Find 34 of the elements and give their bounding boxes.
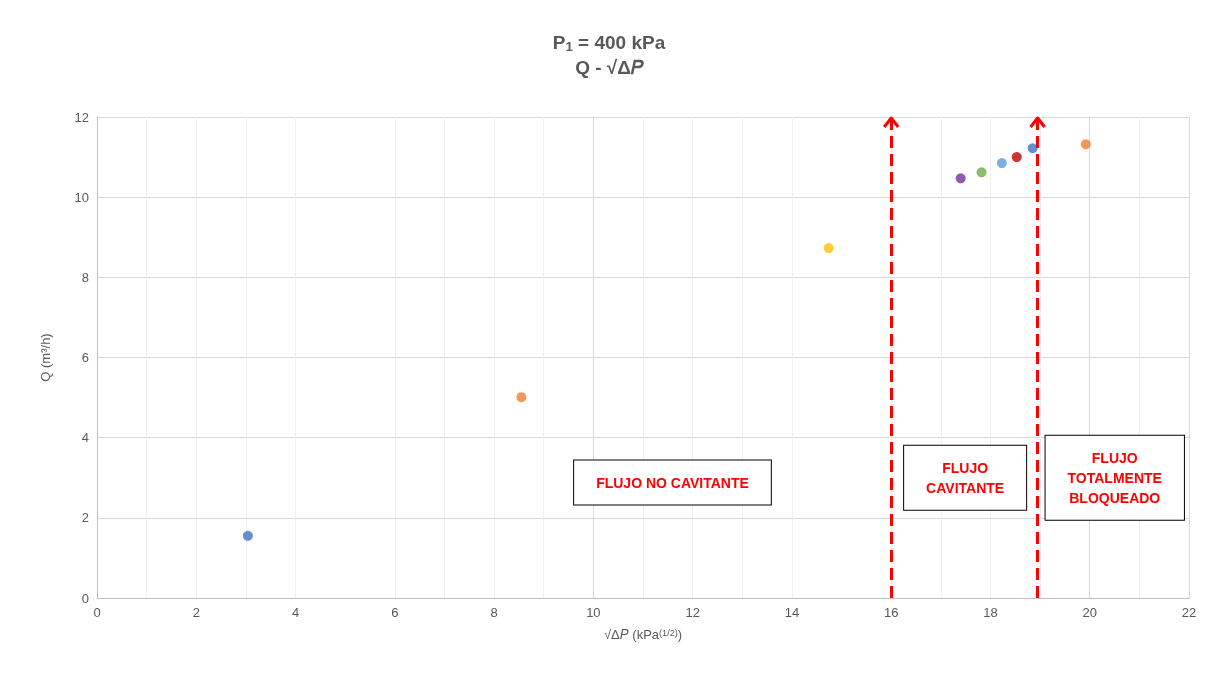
x-tick-label: 2 [192, 605, 200, 620]
y-tick-label: 2 [81, 510, 89, 526]
annotation: FLUJO CAVITANTE [926, 459, 1005, 496]
x-tick-label: 18 [983, 605, 998, 620]
y-tick-label: 10 [74, 189, 89, 205]
x-tick-label: 22 [1181, 605, 1197, 620]
annotation: FLUJO NO CAVITANTE [596, 474, 749, 491]
chart-subtitle: Q - √Δ𝑃 [575, 57, 644, 79]
annotation: FLUJO TOTALMENTE BLOQUEADO [1067, 449, 1162, 506]
x-tick-label: 4 [291, 605, 300, 620]
y-tick-label: 4 [81, 430, 89, 446]
y-tick-label: 0 [81, 590, 89, 606]
y-tick-label: 6 [81, 350, 89, 365]
y-tick-label: 8 [81, 269, 89, 285]
point [955, 173, 966, 184]
x-tick-label: 10 [586, 605, 601, 620]
point [242, 530, 253, 541]
x-tick-label: 8 [490, 605, 498, 620]
point [823, 243, 834, 254]
x-tick-label: 0 [93, 605, 101, 620]
point [1011, 152, 1022, 163]
point [996, 158, 1007, 169]
chart-title: P1 = 400 kPa [552, 32, 666, 54]
point [976, 167, 987, 178]
point [1080, 139, 1091, 150]
x-tick-label: 6 [391, 605, 399, 620]
x-tick-label: 12 [685, 605, 700, 620]
x-tick-label: 16 [883, 605, 899, 620]
point [516, 392, 527, 403]
y-axis-title: Q (m³/h) [38, 333, 53, 382]
point [1027, 143, 1038, 154]
y-tick-label: 12 [74, 109, 89, 125]
x-tick-label: 20 [1082, 605, 1097, 620]
x-tick-label: 14 [784, 605, 800, 620]
